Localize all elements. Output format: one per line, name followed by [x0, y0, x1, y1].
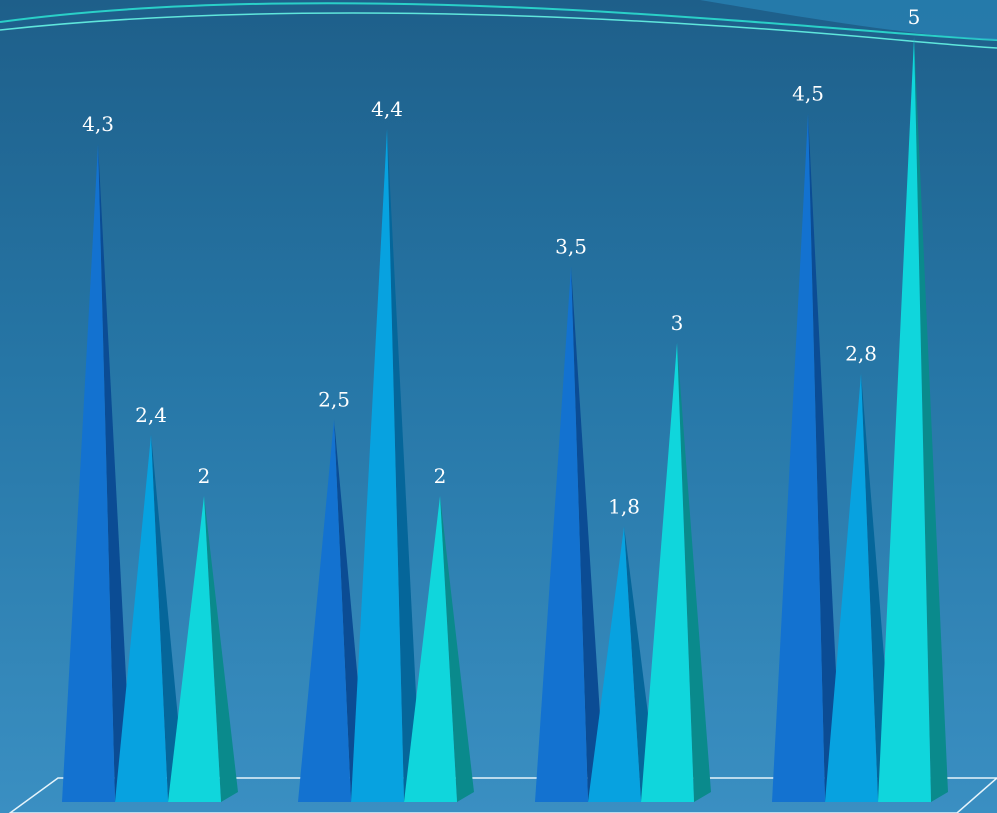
pyramid-side-s3-g3 [677, 343, 711, 802]
pyramid-bar-s2-g2 [351, 128, 404, 803]
data-label-s1-g2: 2,5 [318, 388, 350, 412]
pyramid-bar-s3-g4 [878, 37, 931, 802]
pyramid-bar-s3-g2 [404, 496, 457, 802]
pyramid-bar-s1-g2 [298, 419, 351, 802]
data-label-s2-g3: 1,8 [608, 495, 640, 519]
pyramid-side-s1-g1 [98, 144, 132, 803]
pyramid-bar-s2-g4 [825, 373, 878, 802]
pyramid-bar-s3-g1 [168, 496, 221, 802]
pyramid-side-s3-g4 [914, 37, 948, 802]
header-wave-decoration [0, 0, 997, 49]
data-label-s1-g1: 4,3 [82, 112, 114, 136]
pyramid-side-s3-g2 [440, 496, 474, 802]
data-label-s3-g4: 5 [908, 5, 921, 29]
data-label-s2-g4: 2,8 [845, 342, 877, 366]
pyramid-side-s3-g1 [204, 496, 238, 802]
data-label-s3-g2: 2 [434, 464, 447, 488]
pyramid-bar-s1-g4 [772, 113, 825, 802]
data-label-s2-g1: 2,4 [135, 403, 167, 427]
pyramid-bar-s2-g3 [588, 526, 641, 802]
pyramid-side-s2-g1 [151, 434, 185, 802]
pyramid-side-s1-g4 [808, 113, 842, 802]
data-label-s3-g1: 2 [198, 464, 211, 488]
pyramid-bar-s3-g3 [641, 343, 694, 802]
data-label-s1-g3: 3,5 [555, 235, 587, 259]
pyramid-bar-s2-g1 [115, 434, 168, 802]
data-label-s2-g2: 4,4 [371, 97, 403, 121]
pyramid-bar-s1-g3 [535, 266, 588, 802]
pyramid-bars [62, 37, 948, 803]
data-labels: 4,3 2,4 2 2,5 4,4 2 3,5 1,8 3 4,5 2,8 5 [82, 5, 920, 519]
data-label-s3-g3: 3 [671, 311, 684, 335]
pyramid-side-s1-g3 [571, 266, 605, 802]
data-label-s1-g4: 4,5 [792, 82, 824, 106]
pyramid-side-s2-g2 [387, 128, 421, 803]
pyramid-bar-s1-g1 [62, 144, 115, 803]
